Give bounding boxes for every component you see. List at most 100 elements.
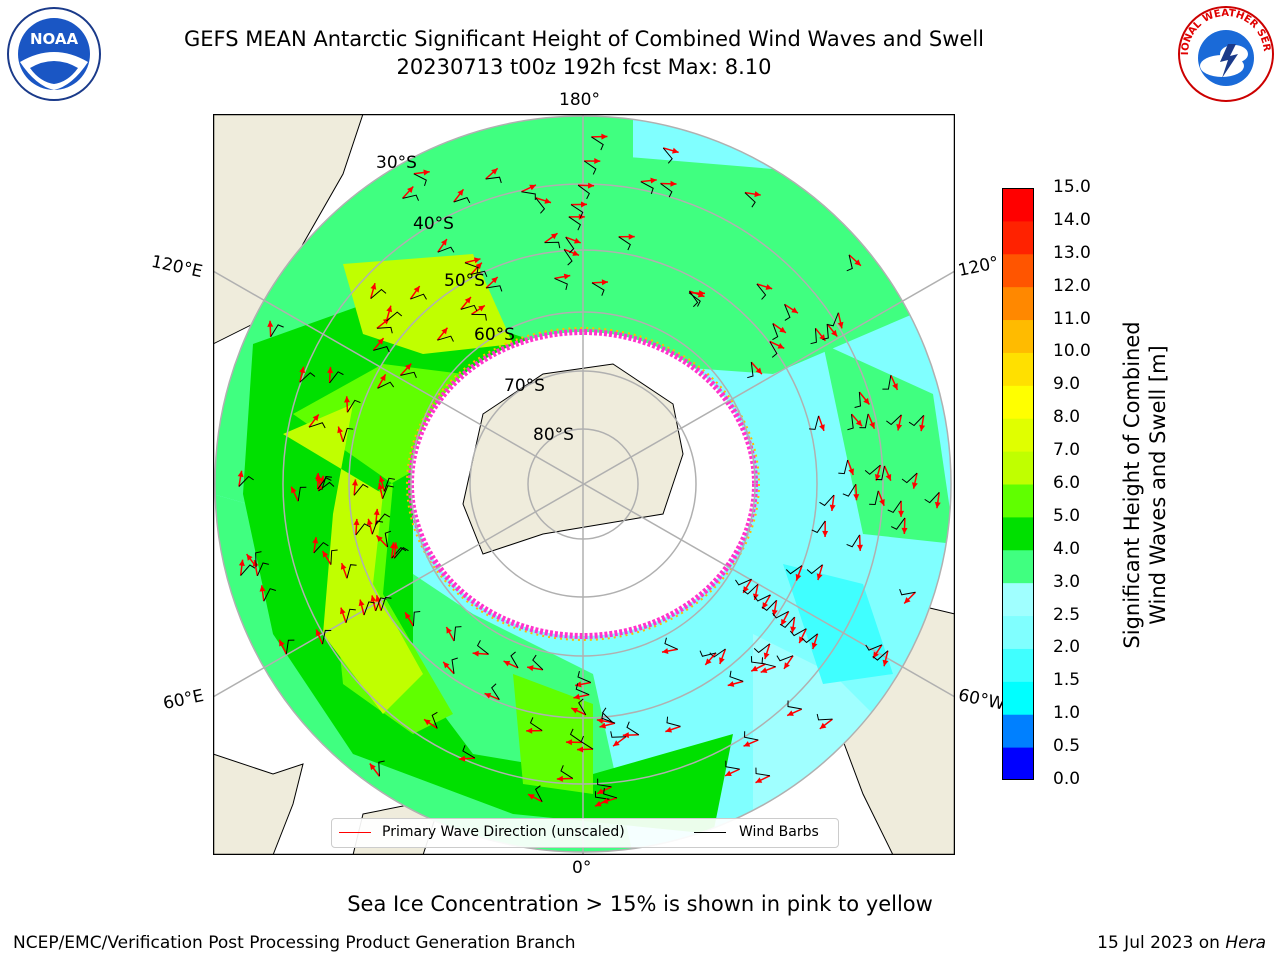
- wave-arrow-head: [661, 648, 669, 655]
- wave-arrow-head: [892, 383, 898, 390]
- wave-arrow-head: [572, 250, 580, 256]
- wave-arrow-head: [440, 239, 447, 246]
- wave-arrow-head: [595, 800, 602, 807]
- wind-barb: [591, 282, 605, 296]
- wind-barb: [329, 371, 344, 384]
- wave-arrow-head: [665, 726, 673, 733]
- wave-arrow-head: [596, 717, 604, 724]
- colorbar-tick-label: 6.0: [1053, 473, 1081, 493]
- wave-arrow-head: [318, 475, 325, 483]
- wave-arrow-head: [550, 233, 558, 240]
- wave-arrow-head: [628, 233, 635, 240]
- lat-label-80s: 80°S: [533, 425, 574, 445]
- wave-arrow-head: [529, 184, 536, 191]
- wind-barb: [370, 288, 387, 299]
- wind-barb: [529, 717, 543, 732]
- wave-arrow-head: [291, 486, 297, 494]
- wind-barb: [431, 711, 438, 729]
- wave-arrow-head: [424, 719, 431, 726]
- wind-barb: [842, 483, 857, 497]
- wind-barb: [563, 249, 573, 266]
- wave-arrow-head: [613, 740, 620, 747]
- wind-barb: [666, 716, 681, 727]
- wave-arrow-head: [577, 746, 584, 753]
- wave-arrow-head: [822, 530, 829, 537]
- wind-barb: [785, 565, 803, 575]
- wave-arrow-head: [751, 665, 758, 672]
- wind-barb: [744, 192, 756, 208]
- colorbar-segment: [1002, 385, 1034, 419]
- wind-barb: [772, 323, 779, 341]
- wind-barb: [742, 583, 759, 595]
- wind-barb: [569, 728, 583, 743]
- wind-barb: [321, 475, 332, 491]
- wind-barb: [575, 683, 590, 696]
- wind-barb: [864, 464, 881, 475]
- national-weather-service-logo: NATIONAL WEATHER SERVICE: [1176, 4, 1274, 102]
- colorbar-tick-label: 15.0: [1053, 177, 1091, 197]
- wind-barb: [729, 670, 744, 682]
- wind-barb: [485, 176, 502, 184]
- wave-arrow-head: [573, 237, 581, 244]
- wave-arrow-head: [565, 739, 573, 746]
- lon-label-120w: 120°: [956, 252, 1001, 282]
- wind-barb: [382, 485, 394, 499]
- wave-arrow-head: [601, 798, 609, 804]
- noaa-logo-text: NOAA: [30, 30, 79, 48]
- wind-barb: [400, 371, 417, 378]
- colorbar-tick-label: 9.0: [1053, 374, 1081, 395]
- wind-barb: [886, 414, 902, 426]
- colorbar-segment: [1002, 286, 1034, 321]
- wind-barb: [699, 650, 717, 657]
- wind-barb: [346, 564, 357, 579]
- legend-barb-line: [694, 832, 726, 833]
- colorbar-segment: [1002, 714, 1034, 748]
- wave-arrow-head: [237, 470, 244, 478]
- wind-barb: [756, 283, 767, 300]
- wind-barb: [345, 608, 356, 623]
- wind-barb: [238, 475, 254, 487]
- colorbar-tick-label: 13.0: [1053, 242, 1091, 263]
- wind-barb: [618, 236, 631, 251]
- wind-barb: [822, 324, 829, 340]
- wind-barb: [640, 181, 654, 195]
- colorbar-tick-label: 2.0: [1053, 637, 1081, 658]
- legend-barb-label: Wind Barbs: [739, 824, 819, 840]
- wind-barb: [377, 381, 395, 389]
- wind-barb: [872, 650, 889, 661]
- colorbar-tick-label: 7.0: [1053, 440, 1081, 461]
- wind-barb: [887, 500, 902, 514]
- wind-barb: [747, 362, 754, 379]
- wind-barb: [462, 745, 476, 759]
- wind-barb: [753, 643, 771, 654]
- colorbar-segment: [1002, 418, 1034, 452]
- wind-barb: [660, 183, 673, 198]
- colorbar-tick-label: 14.0: [1053, 209, 1091, 230]
- wave-arrow-head: [571, 707, 579, 714]
- antarctica-land: [462, 363, 684, 555]
- wind-barb: [485, 285, 503, 292]
- colorbar-tick-label: 10.0: [1053, 341, 1091, 362]
- wind-barb: [787, 700, 802, 710]
- wind-barb: [809, 415, 820, 430]
- wave-arrow-head: [790, 626, 797, 633]
- colorbar-tick-label: 11.0: [1053, 308, 1091, 329]
- wind-barb: [570, 204, 584, 219]
- colorbar-segment: [1002, 319, 1034, 353]
- wind-barb: [453, 626, 462, 642]
- colorbar-segment: [1002, 484, 1034, 518]
- wave-arrow-head: [863, 397, 870, 405]
- wind-barb: [769, 341, 778, 358]
- wind-barb: [437, 335, 454, 342]
- wind-barb: [535, 197, 546, 214]
- wind-barb: [568, 216, 581, 231]
- wind-barb: [402, 194, 420, 201]
- wind-barb: [784, 304, 791, 321]
- colorbar-tick-label: 5.0: [1053, 505, 1081, 526]
- wind-barb: [330, 549, 338, 565]
- wave-arrow-head: [405, 612, 411, 620]
- wind-barb: [610, 731, 626, 738]
- wave-arrow-head: [596, 788, 604, 794]
- wind-barb: [313, 541, 329, 554]
- wind-barb: [591, 136, 604, 151]
